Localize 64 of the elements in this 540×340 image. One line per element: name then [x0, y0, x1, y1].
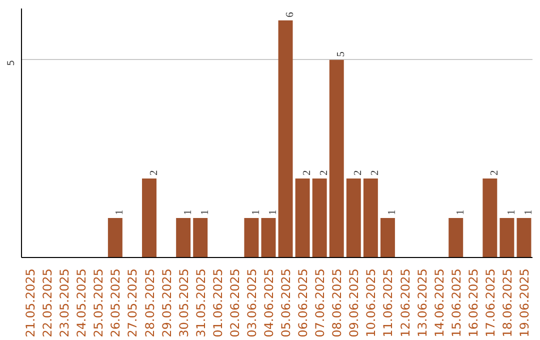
data-label: 2	[489, 170, 500, 176]
x-tick-label: 23.05.2025	[58, 268, 72, 338]
bar	[329, 60, 344, 258]
x-tick-label: 19.06.2025	[517, 268, 532, 338]
data-label: 1	[523, 210, 534, 215]
x-tick-label: 29.05.2025	[160, 268, 174, 338]
bar	[363, 178, 378, 258]
x-tick-label: 24.05.2025	[74, 268, 89, 338]
bar	[500, 218, 514, 258]
x-tick-label: 11.06.2025	[381, 268, 396, 338]
bar	[482, 178, 498, 258]
bar	[312, 178, 327, 258]
bar	[295, 178, 310, 258]
bar	[261, 218, 276, 258]
bar	[380, 218, 395, 258]
x-tick-label: 31.05.2025	[194, 268, 208, 338]
data-label: 5	[336, 52, 348, 57]
x-tick-label: 09.06.2025	[347, 268, 362, 338]
x-tick-label: 16.06.2025	[466, 268, 480, 338]
bar	[516, 218, 532, 258]
bar	[346, 178, 361, 258]
x-tick-label: 14.06.2025	[432, 268, 446, 338]
data-label: 1	[114, 210, 126, 215]
x-tick-label: 13.06.2025	[415, 268, 430, 338]
data-label: 1	[506, 210, 518, 215]
data-label: 1	[200, 210, 211, 215]
bar	[142, 178, 156, 258]
x-tick-label: 10.06.2025	[364, 268, 378, 338]
bar	[278, 20, 293, 258]
data-label: 2	[148, 170, 160, 176]
data-label: 1	[182, 210, 194, 215]
x-tick-label: 26.05.2025	[108, 268, 123, 338]
x-tick-label: 15.06.2025	[449, 268, 464, 338]
x-tick-label: 04.06.2025	[262, 268, 276, 338]
x-tick-label: 06.06.2025	[296, 268, 310, 338]
data-label: 1	[250, 210, 262, 215]
x-tick-label: 12.06.2025	[398, 268, 412, 338]
x-tick-label: 05.06.2025	[279, 268, 294, 338]
x-tick-label: 02.06.2025	[228, 268, 242, 338]
data-label: 2	[370, 170, 382, 176]
x-tick-label: 03.06.2025	[244, 268, 259, 338]
data-label: 2	[353, 170, 364, 176]
bar	[108, 218, 122, 258]
bar	[193, 218, 208, 258]
x-tick-label: 08.06.2025	[330, 268, 344, 338]
x-tick-label: 17.06.2025	[483, 268, 498, 338]
x-tick-label: 25.05.2025	[92, 268, 106, 338]
x-tick-label: 21.05.2025	[24, 268, 38, 338]
data-label: 1	[268, 210, 279, 215]
data-label: 1	[455, 210, 466, 215]
x-tick-label: 27.05.2025	[126, 268, 140, 338]
x-tick-label: 18.06.2025	[500, 268, 514, 338]
x-tick-label: 30.05.2025	[176, 268, 191, 338]
data-label: 2	[319, 170, 330, 176]
bar	[244, 218, 259, 258]
x-tick-label: 01.06.2025	[210, 268, 225, 338]
x-tick-label: 28.05.2025	[142, 268, 157, 338]
data-label: 2	[302, 170, 314, 176]
bar	[176, 218, 191, 258]
data-label: 1	[387, 210, 398, 215]
x-tick-label: 07.06.2025	[313, 268, 328, 338]
x-tick-label: 22.05.2025	[40, 268, 55, 338]
data-label: 6	[285, 11, 296, 18]
bar	[448, 218, 464, 258]
